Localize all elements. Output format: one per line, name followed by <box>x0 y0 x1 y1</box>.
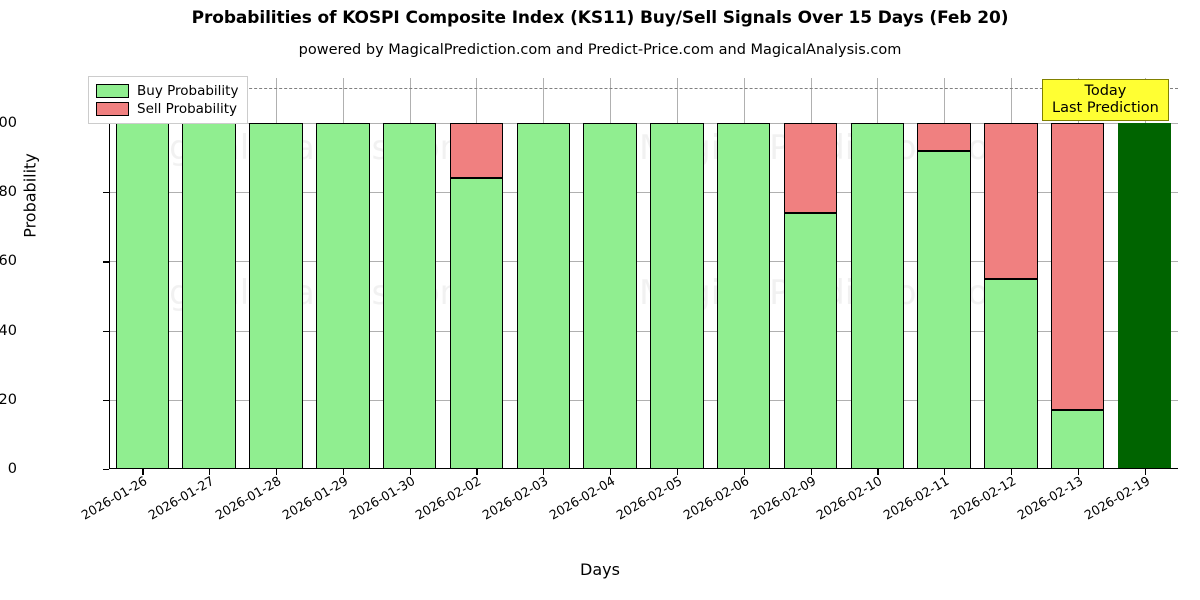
bar-series <box>109 78 1178 469</box>
bar-segment-buy[interactable] <box>583 122 637 469</box>
y-tick-label: 0 <box>7 461 17 477</box>
x-tick-mark <box>1144 469 1146 475</box>
x-tick-mark <box>1010 469 1013 475</box>
x-tick-mark <box>142 469 144 475</box>
bar-group[interactable] <box>583 78 637 469</box>
y-tick-mark <box>103 192 109 194</box>
today-annotation-line2: Last Prediction <box>1052 100 1159 116</box>
today-annotation-line1: Today <box>1084 83 1127 99</box>
bar-segment-buy[interactable] <box>850 122 905 469</box>
bar-group[interactable] <box>1117 78 1172 469</box>
y-axis-label: Probability <box>20 153 40 238</box>
x-tick-mark <box>610 469 612 475</box>
bar-segment-sell[interactable] <box>1051 123 1105 411</box>
y-tick-label: 20 <box>0 391 17 408</box>
gridline <box>109 122 1178 124</box>
bar-segment-buy[interactable] <box>316 122 370 469</box>
legend-item-buy[interactable]: Buy Probability <box>96 82 238 100</box>
legend-item-sell[interactable]: Sell Probability <box>96 100 238 118</box>
gridline <box>109 192 1178 194</box>
bar-segment-buy[interactable] <box>182 122 236 469</box>
bar-segment-sell[interactable] <box>449 123 504 179</box>
plot-frame <box>109 78 1178 469</box>
bar-group[interactable] <box>115 78 170 469</box>
y-tick-mark <box>103 261 109 263</box>
y-tick-mark <box>103 330 109 332</box>
legend-label-buy: Buy Probability <box>137 83 239 99</box>
bar-segment-buy[interactable] <box>516 122 570 469</box>
chart-subtitle: powered by MagicalPrediction.com and Pre… <box>298 42 902 58</box>
bar-segment-buy[interactable] <box>382 122 437 469</box>
bar-segment-sell[interactable] <box>984 123 1038 279</box>
bar-group[interactable] <box>449 78 504 469</box>
bar-group[interactable] <box>650 78 704 469</box>
bar-group[interactable] <box>316 78 370 469</box>
bar-group[interactable] <box>249 78 303 469</box>
x-tick-mark <box>1077 469 1079 475</box>
x-axis-label: Days <box>580 560 620 579</box>
x-tick-mark <box>409 469 411 475</box>
bar-segment-today[interactable] <box>1117 122 1172 469</box>
x-tick-mark <box>543 469 545 475</box>
x-tick-mark <box>676 469 679 475</box>
legend: Buy Probability Sell Probability <box>88 76 249 124</box>
x-tick-mark <box>276 469 278 475</box>
bar-segment-buy[interactable] <box>449 178 504 469</box>
x-tick-mark <box>877 469 879 475</box>
x-tick-mark <box>743 469 745 475</box>
today-annotation: Today Last Prediction <box>1042 79 1169 121</box>
bar-group[interactable] <box>1051 78 1105 469</box>
y-tick-label: 60 <box>0 253 17 270</box>
gridline <box>109 261 1178 263</box>
reference-dashed-line <box>109 88 1178 90</box>
bar-segment-sell[interactable] <box>783 123 838 213</box>
x-tick-mark <box>944 469 946 475</box>
x-tick-mark <box>810 469 812 475</box>
bar-segment-buy[interactable] <box>783 212 838 469</box>
bar-group[interactable] <box>382 78 437 469</box>
bar-group[interactable] <box>783 78 838 469</box>
bar-group[interactable] <box>917 78 971 469</box>
bar-segment-buy[interactable] <box>249 122 303 469</box>
bar-group[interactable] <box>716 78 771 469</box>
x-tick-mark <box>209 469 211 475</box>
y-tick-label: 80 <box>0 184 17 201</box>
gridline <box>109 330 1178 332</box>
bar-group[interactable] <box>984 78 1038 469</box>
bar-segment-buy[interactable] <box>984 278 1038 469</box>
bar-group[interactable] <box>850 78 905 469</box>
plot-area: MagicalAnalysis.comMagicalPrediction.com… <box>109 78 1178 469</box>
legend-label-sell: Sell Probability <box>137 101 238 117</box>
y-tick-mark <box>103 469 109 471</box>
x-tick-mark <box>342 469 345 475</box>
legend-swatch-sell <box>96 102 129 116</box>
bar-segment-buy[interactable] <box>1051 410 1105 469</box>
bar-segment-buy[interactable] <box>917 150 971 469</box>
legend-swatch-buy <box>96 84 129 98</box>
y-tick-label: 100 <box>0 114 17 131</box>
bar-group[interactable] <box>516 78 570 469</box>
bar-segment-buy[interactable] <box>650 122 704 469</box>
chart-title: Probabilities of KOSPI Composite Index (… <box>191 8 1009 28</box>
bar-segment-buy[interactable] <box>716 122 771 469</box>
bar-group[interactable] <box>182 78 236 469</box>
y-tick-label: 40 <box>0 322 17 339</box>
x-tick-mark <box>476 469 478 475</box>
bar-segment-buy[interactable] <box>115 122 170 469</box>
bar-segment-sell[interactable] <box>917 123 971 151</box>
y-tick-mark <box>103 399 109 401</box>
gridline <box>109 399 1178 401</box>
